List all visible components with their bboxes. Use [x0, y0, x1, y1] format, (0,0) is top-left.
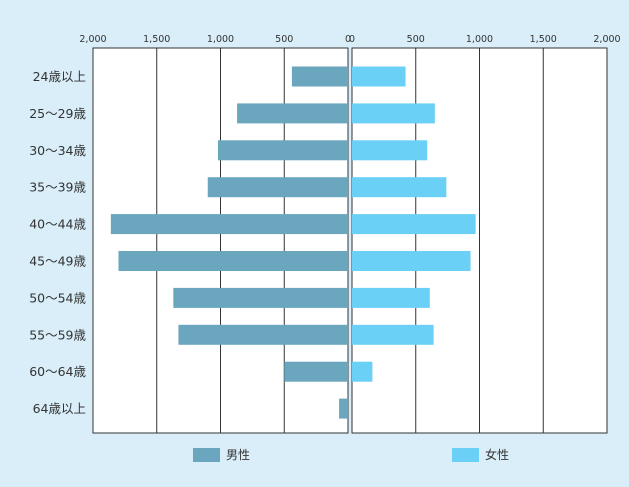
tick-label-female: 1,500 — [530, 34, 557, 45]
bar-male — [339, 398, 348, 419]
bar-female — [352, 177, 447, 198]
bar-male — [284, 361, 348, 382]
tick-label-male: 500 — [275, 34, 293, 45]
bar-female — [352, 287, 430, 308]
bar-male — [110, 214, 348, 235]
bar-male — [291, 66, 348, 87]
category-label: 25～29歳 — [29, 106, 86, 121]
tick-label-male: 0 — [345, 34, 351, 45]
category-label: 50～54歳 — [29, 290, 86, 305]
tick-label-male: 2,000 — [79, 34, 106, 45]
category-label: 55～59歳 — [29, 327, 86, 342]
bar-female — [352, 140, 428, 161]
category-label: 64歳以上 — [33, 401, 86, 416]
bar-female — [352, 103, 435, 124]
bar-male — [118, 251, 348, 271]
category-label: 30～34歳 — [29, 143, 86, 158]
legend-label-female: 女性 — [485, 447, 509, 462]
category-labels: 24歳以上 25～29歳 30～34歳 35～39歳 40～44歳 45～49歳 50～54… — [29, 69, 86, 416]
category-label: 24歳以上 — [33, 69, 86, 84]
bar-male — [173, 287, 348, 308]
bars — [110, 66, 476, 419]
category-label: 45～49歳 — [29, 254, 86, 269]
bar-female — [352, 66, 406, 87]
bar-male — [207, 177, 348, 198]
legend: 男性 女性 — [193, 447, 509, 462]
bar-female — [352, 251, 471, 271]
bar-female — [352, 324, 434, 345]
tick-label-female: 500 — [407, 34, 425, 45]
tick-label-female: 2,000 — [593, 34, 620, 45]
bar-male — [237, 103, 348, 124]
tick-labels: 00 500 500 1,000 1,000 1,500 1,500 2,000 2,000 — [79, 34, 620, 45]
category-label: 35～39歳 — [29, 180, 86, 195]
legend-swatch-female — [452, 448, 479, 462]
legend-swatch-male — [193, 448, 220, 462]
bar-female — [352, 361, 373, 382]
legend-label-male: 男性 — [226, 448, 250, 462]
tick-label-male: 1,000 — [207, 34, 234, 45]
bar-male — [217, 140, 348, 161]
bar-male — [178, 324, 348, 345]
tick-label-male: 1,500 — [143, 34, 170, 45]
tick-label-female: 1,000 — [466, 34, 493, 45]
category-label: 60～64歳 — [29, 364, 86, 379]
bar-female — [352, 214, 476, 235]
category-label: 40～44歳 — [29, 217, 86, 232]
tick-label-female: 0 — [349, 34, 355, 45]
